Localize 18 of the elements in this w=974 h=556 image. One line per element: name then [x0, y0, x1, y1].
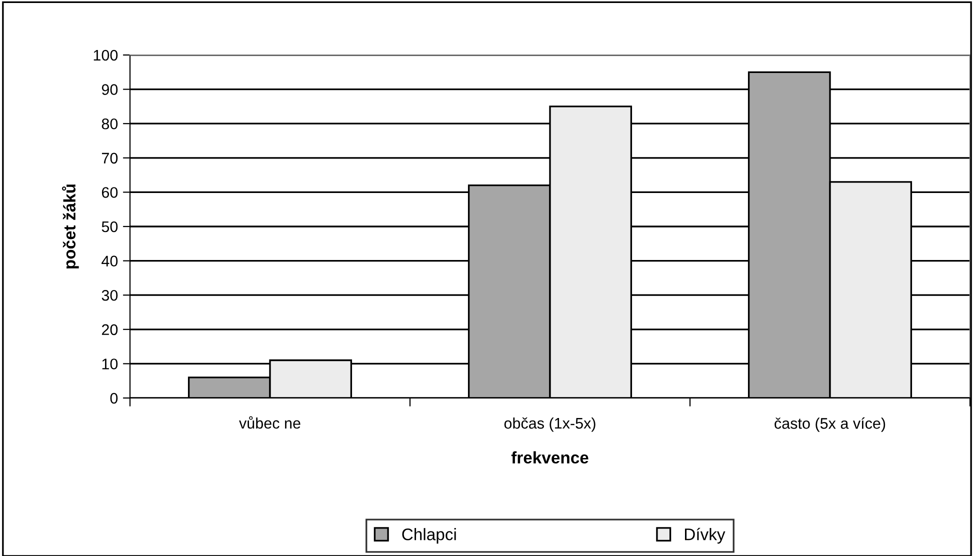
x-tick-label: občas (1x-5x) [504, 417, 596, 432]
y-axis-title: počet žáků [62, 184, 79, 268]
y-tick-label: 30 [102, 290, 118, 301]
y-tick-label: 50 [102, 221, 118, 232]
y-tick-label: 100 [94, 50, 118, 61]
y-tick-label: 70 [102, 152, 118, 164]
y-tick-label: 0 [110, 392, 118, 404]
y-tick-label: 20 [102, 324, 118, 336]
y-tick-label: 60 [102, 187, 118, 198]
y-tick-label: 10 [102, 358, 118, 370]
y-tick-label: 90 [102, 84, 118, 95]
y-tick-label: 40 [102, 256, 118, 266]
legend-label: Dívky [684, 528, 726, 544]
y-tick-label: 80 [102, 118, 118, 130]
x-tick-label: často (5x a více) [774, 417, 886, 432]
legend-label: Chlapci [402, 528, 456, 544]
x-tick-label: vůbec ne [239, 416, 300, 429]
x-axis-title: frekvence [511, 451, 588, 464]
